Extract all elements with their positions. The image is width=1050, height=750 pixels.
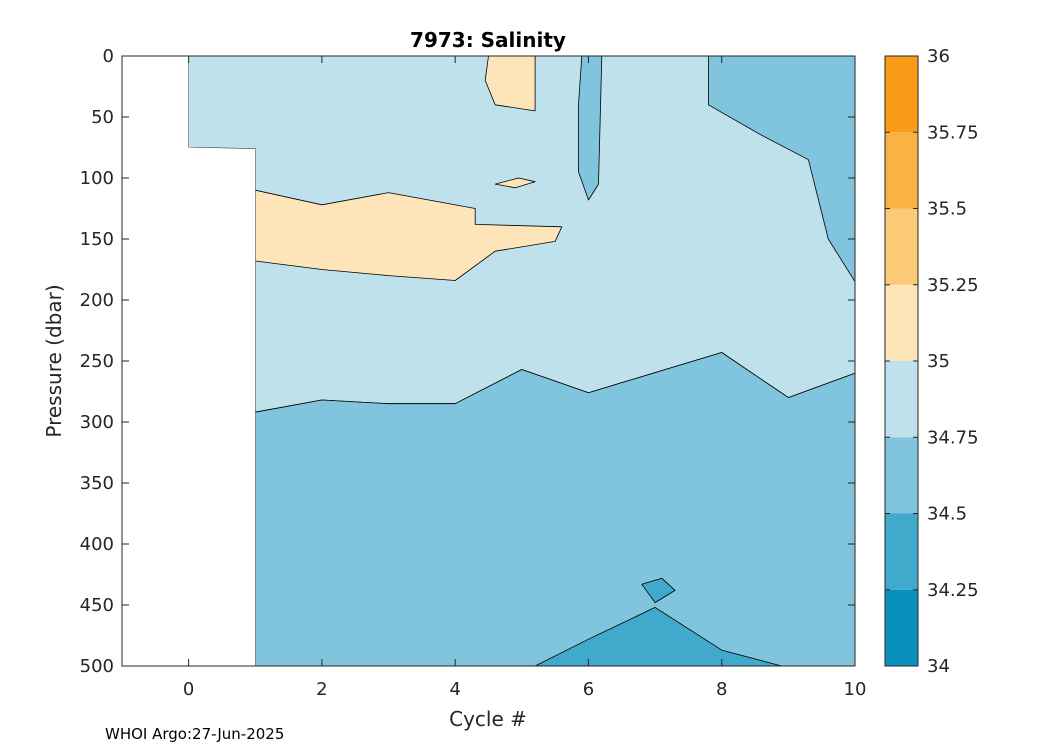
- x-axis: 0 2 4 6 8 10: [183, 56, 867, 700]
- x-tick-label: 10: [844, 679, 867, 700]
- contour-region-3: [578, 55, 603, 201]
- colorbar-band-2: [885, 437, 918, 514]
- colorbar-tick-label: 35: [927, 351, 950, 372]
- x-tick-label: 8: [716, 679, 727, 700]
- colorbar-band-6: [885, 132, 918, 209]
- colorbar-band-4: [885, 284, 918, 361]
- x-axis-label: Cycle #: [449, 707, 527, 731]
- y-axis-label: Pressure (dbar): [42, 284, 66, 437]
- contour-region-6: [494, 177, 536, 189]
- y-tick-label: 400: [80, 534, 114, 555]
- contour-region-4: [254, 189, 563, 281]
- colorbar-tick-label: 34.5: [927, 504, 967, 525]
- contour-region-8: [641, 577, 676, 603]
- colorbar-band-7: [885, 56, 918, 133]
- colorbar: 34 34.25 34.5 34.75 35 35.25 35.5 35.75 36: [884, 46, 979, 677]
- plot-regions: [122, 55, 856, 667]
- footer-credit: WHOI Argo:27-Jun-2025: [105, 725, 285, 743]
- colorbar-band-5: [885, 208, 918, 285]
- no-data-region: [122, 56, 256, 666]
- chart-title: 7973: Salinity: [410, 28, 566, 52]
- y-tick-label: 450: [80, 595, 114, 616]
- colorbar-tick-label: 35.5: [927, 199, 967, 220]
- x-tick-label: 6: [583, 679, 594, 700]
- x-tick-label: 0: [183, 679, 194, 700]
- y-tick-label: 350: [80, 473, 114, 494]
- colorbar-tick-label: 35.25: [927, 275, 979, 296]
- y-tick-label: 100: [80, 168, 114, 189]
- colorbar-tick-label: 36: [927, 46, 950, 67]
- y-tick-label: 500: [80, 656, 114, 677]
- colorbar-band-0: [885, 589, 918, 666]
- colorbar-tick-label: 34.75: [927, 427, 979, 448]
- y-tick-label: 0: [103, 46, 114, 67]
- y-tick-label: 300: [80, 412, 114, 433]
- colorbar-tick-label: 34: [927, 656, 950, 677]
- colorbar-band-1: [885, 513, 918, 590]
- y-tick-label: 250: [80, 351, 114, 372]
- colorbar-band-3: [885, 361, 918, 438]
- colorbar-tick-label: 34.25: [927, 580, 979, 601]
- y-tick-label: 150: [80, 229, 114, 250]
- y-tick-label: 50: [91, 107, 114, 128]
- y-tick-label: 200: [80, 290, 114, 311]
- x-tick-label: 2: [316, 679, 327, 700]
- y-axis: 0 50 100 150 200 250 300 350 400 450 500: [80, 46, 855, 677]
- x-tick-label: 4: [449, 679, 460, 700]
- colorbar-tick-label: 35.75: [927, 122, 979, 143]
